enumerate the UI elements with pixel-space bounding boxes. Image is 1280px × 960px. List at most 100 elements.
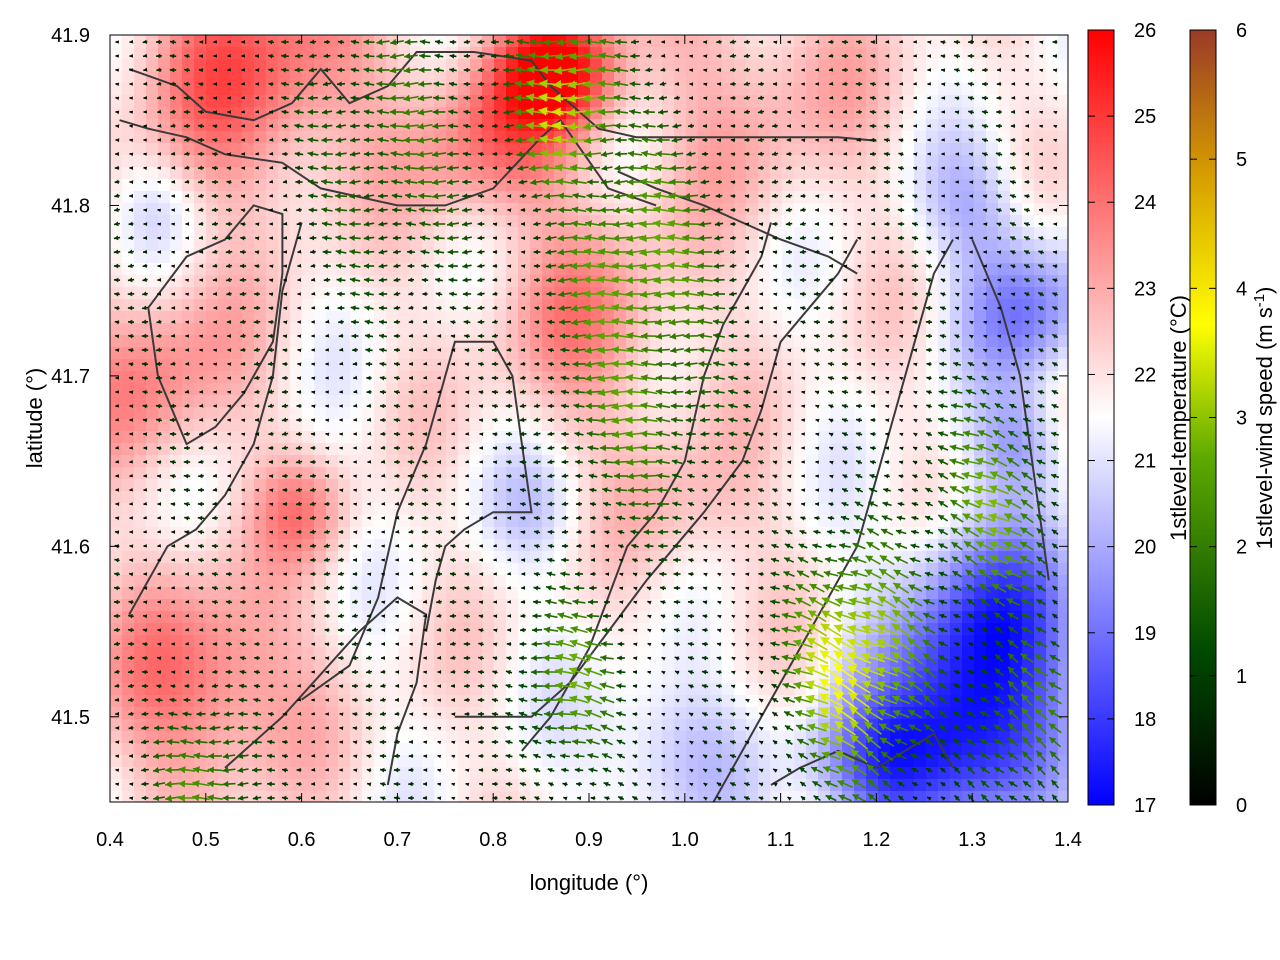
temperature-cell: [290, 779, 303, 792]
temperature-cell: [614, 659, 627, 672]
temperature-cell: [698, 107, 711, 120]
temperature-cell: [998, 71, 1011, 84]
temperature-cell: [182, 215, 195, 228]
temperature-cell: [662, 107, 675, 120]
temperature-cell: [878, 71, 891, 84]
temperature-cell: [134, 107, 147, 120]
temperature-cell: [314, 419, 327, 432]
temperature-cell: [734, 47, 747, 60]
temperature-cell: [638, 659, 651, 672]
temperature-cell: [890, 215, 903, 228]
temperature-cell: [110, 335, 123, 348]
temperature-cell: [206, 683, 219, 696]
temperature-cell: [1058, 635, 1068, 648]
temperature-cell: [398, 743, 411, 756]
temperature-cell: [350, 239, 363, 252]
temperature-cell: [746, 383, 759, 396]
temperature-cell: [482, 779, 495, 792]
temperature-cell: [170, 683, 183, 696]
temperature-cell: [314, 695, 327, 708]
temperature-cell: [170, 155, 183, 168]
temperature-cell: [422, 371, 435, 384]
temperature-cell: [878, 215, 891, 228]
temperature-cell: [734, 203, 747, 216]
temperature-cell: [494, 527, 507, 540]
temperature-cell: [770, 59, 783, 72]
temperature-cell: [206, 71, 219, 84]
temperature-cell: [458, 323, 471, 336]
temperature-cell: [410, 659, 423, 672]
temperature-cell: [230, 539, 243, 552]
temperature-cell: [446, 47, 459, 60]
temperature-cell: [386, 323, 399, 336]
temperature-cell: [758, 215, 771, 228]
temperature-cell: [326, 95, 339, 108]
temperature-cell: [734, 119, 747, 132]
temperature-cell: [290, 35, 303, 48]
temperature-cell: [266, 239, 279, 252]
temperature-cell: [194, 299, 207, 312]
temperature-cell: [170, 671, 183, 684]
temperature-cell: [878, 191, 891, 204]
temperature-cell: [542, 743, 555, 756]
temperature-cell: [290, 83, 303, 96]
temperature-cell: [266, 191, 279, 204]
temperature-cell: [854, 443, 867, 456]
temperature-cell: [398, 767, 411, 780]
temperature-cell: [386, 719, 399, 732]
temperature-cell: [374, 323, 387, 336]
temperature-cell: [1058, 551, 1068, 564]
temperature-cell: [890, 275, 903, 288]
temperature-cell: [950, 167, 963, 180]
temperature-cell: [338, 683, 351, 696]
temperature-cell: [458, 467, 471, 480]
temperature-cell: [206, 659, 219, 672]
temperature-cell: [506, 491, 519, 504]
temperature-cell: [314, 215, 327, 228]
temperature-cell: [230, 143, 243, 156]
temperature-cell: [278, 719, 291, 732]
temperature-cell: [506, 527, 519, 540]
temperature-cell: [506, 275, 519, 288]
temperature-cell: [110, 191, 123, 204]
temperature-cell: [902, 407, 915, 420]
temperature-cell: [1058, 491, 1068, 504]
temperature-cell: [218, 71, 231, 84]
temperature-cell: [134, 299, 147, 312]
temperature-cell: [446, 503, 459, 516]
temperature-cell: [338, 359, 351, 372]
temperature-cell: [146, 479, 159, 492]
temperature-cell: [482, 191, 495, 204]
temperature-cell: [266, 71, 279, 84]
temperature-cell: [674, 323, 687, 336]
temperature-cell: [710, 635, 723, 648]
temperature-cell: [890, 155, 903, 168]
temperature-cell: [350, 155, 363, 168]
temperature-cell: [698, 575, 711, 588]
temperature-cell: [734, 527, 747, 540]
temperature-cell: [1058, 587, 1068, 600]
temperature-cell: [398, 359, 411, 372]
temperature-cell: [134, 491, 147, 504]
temperature-cell: [1058, 383, 1068, 396]
temperature-cell: [146, 419, 159, 432]
temperature-cell: [626, 611, 639, 624]
temperature-cell: [938, 155, 951, 168]
temperature-cell: [530, 299, 543, 312]
temperature-cell: [506, 299, 519, 312]
temperature-cell: [590, 491, 603, 504]
temperature-cell: [110, 95, 123, 108]
temperature-cell: [662, 155, 675, 168]
temperature-cell: [926, 383, 939, 396]
temperature-cell: [842, 323, 855, 336]
temperature-cell: [758, 599, 771, 612]
temperature-cell: [770, 635, 783, 648]
temperature-cell: [278, 131, 291, 144]
temperature-cell: [206, 179, 219, 192]
temperature-cell: [158, 95, 171, 108]
temperature-cell: [194, 443, 207, 456]
temperature-cell: [338, 383, 351, 396]
temperature-cell: [698, 599, 711, 612]
temperature-cell: [662, 503, 675, 516]
temperature-cell: [470, 743, 483, 756]
